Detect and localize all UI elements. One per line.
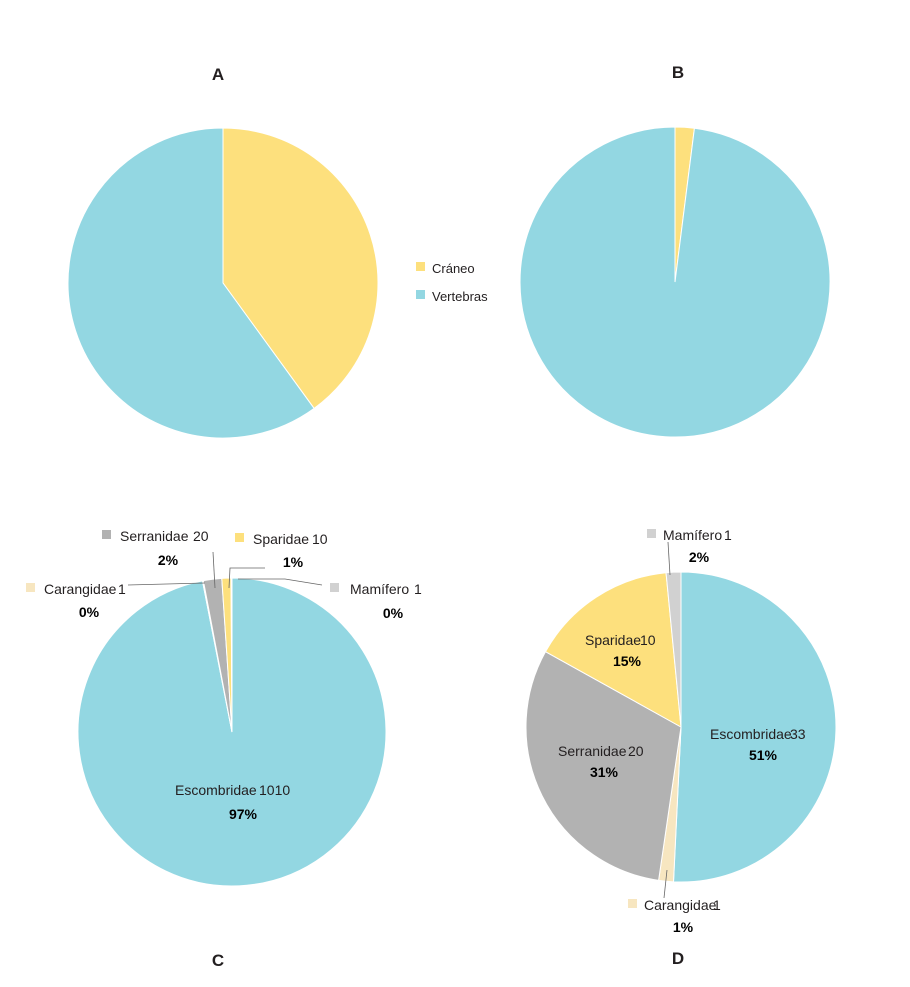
label-c-mamifero-count: 1 [414, 581, 422, 597]
label-c-carangidae-count: 1 [118, 581, 126, 597]
legend-label-vertebras: Vertebras [432, 289, 488, 304]
pie-slice-a-vertebras [67, 127, 315, 439]
pie-slice-d-sparidae [544, 572, 682, 728]
panel-label-c: C [212, 951, 224, 970]
label-c-mamifero-name: Mamífero [350, 581, 409, 597]
label-swatch-d-mamifero [647, 529, 656, 538]
labels-d: Mamífero 1 2% Sparidae 10 15% Serranidae… [558, 527, 806, 935]
label-d-mamifero-pct: 2% [689, 549, 710, 565]
pie-slice-c-mamifero [230, 577, 233, 733]
leader-line-c-serranidae [212, 551, 216, 589]
label-c-sparidae-pct: 1% [283, 554, 304, 570]
label-c-sparidae-name: Sparidae [253, 531, 309, 547]
pie-slice-d-escombridae [672, 571, 837, 883]
panel-label-a: A [212, 65, 224, 84]
label-swatch-c-sparidae [235, 533, 244, 542]
legend-swatch-vertebras [416, 290, 425, 299]
label-d-carangidae-pct: 1% [673, 919, 694, 935]
leader-lines-c [127, 551, 323, 589]
pie-chart-d [525, 571, 837, 883]
label-swatch-c-serranidae [102, 530, 111, 539]
leader-line-d-mamifero [667, 541, 671, 576]
label-swatch-c-carangidae [26, 583, 35, 592]
label-d-escombridae-count: 33 [790, 726, 806, 742]
label-d-serranidae-count: 20 [628, 743, 644, 759]
label-c-mamifero-pct: 0% [383, 605, 404, 621]
pie-slice-a-craneo [222, 127, 379, 410]
label-d-sparidae-count: 10 [640, 632, 656, 648]
legend-swatch-craneo [416, 262, 425, 271]
pie-chart-b [519, 126, 831, 438]
pie-chart-a [67, 127, 379, 439]
legend: Cráneo Vertebras [416, 261, 488, 304]
label-c-carangidae-pct: 0% [79, 604, 100, 620]
label-d-serranidae-pct: 31% [590, 764, 619, 780]
pie-slice-d-serranidae [525, 650, 682, 881]
legend-label-craneo: Cráneo [432, 261, 475, 276]
label-c-sparidae-count: 10 [312, 531, 328, 547]
leader-lines-d [663, 541, 671, 899]
label-d-escombridae-pct: 51% [749, 747, 778, 763]
label-c-escombridae-pct: 97% [229, 806, 258, 822]
label-d-escombridae-name: Escombridae [710, 726, 792, 742]
label-c-serranidae-name: Serranidae [120, 528, 189, 544]
leader-line-c-sparidae [228, 567, 265, 589]
pie-slice-b-vertebras [519, 126, 831, 438]
label-c-escombridae-count: 1010 [259, 782, 290, 798]
panel-label-b: B [672, 63, 684, 82]
panel-label-d: D [672, 949, 684, 968]
label-d-sparidae-pct: 15% [613, 653, 642, 669]
leader-line-c-mamifero [238, 578, 323, 586]
label-swatch-c-mamifero [330, 583, 339, 592]
label-c-serranidae-count: 20 [193, 528, 209, 544]
leader-line-c-carangidae [127, 582, 206, 586]
pie-slice-d-mamifero [665, 571, 682, 728]
labels-c: Serranidae 20 2% Sparidae 10 1% Carangid… [26, 528, 422, 822]
label-d-carangidae-count: 1 [713, 897, 721, 913]
label-c-escombridae-name: Escombridae [175, 782, 257, 798]
pie-chart-c [77, 577, 387, 887]
label-d-mamifero-count: 1 [724, 527, 732, 543]
label-d-mamifero-name: Mamífero [663, 527, 722, 543]
label-c-serranidae-pct: 2% [158, 552, 179, 568]
label-swatch-d-carangidae [628, 899, 637, 908]
label-d-serranidae-name: Serranidae [558, 743, 627, 759]
label-c-carangidae-name: Carangidae [44, 581, 117, 597]
label-d-sparidae-name: Sparidae [585, 632, 641, 648]
leader-line-d-carangidae [663, 869, 668, 899]
label-d-carangidae-name: Carangidae [644, 897, 717, 913]
